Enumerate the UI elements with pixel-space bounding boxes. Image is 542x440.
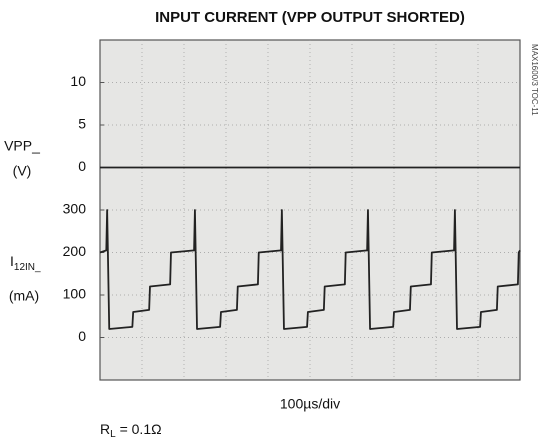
y2-axis-unit: (mA) — [9, 288, 39, 304]
y2-tick-label: 0 — [78, 328, 86, 344]
y-tick-label: 0 — [78, 158, 86, 174]
y-axis-label: VPP_ — [4, 138, 40, 154]
trace — [99, 209, 521, 330]
x-axis-label: 100µs/div — [280, 396, 340, 412]
figure-note: MAX1600/3 TOC-11 — [530, 44, 539, 116]
y2-tick-label: 100 — [63, 286, 87, 302]
y2-label-sub: 12IN_ — [14, 262, 41, 273]
y2-tick-label: 200 — [63, 243, 87, 259]
y-axis-unit: (V) — [13, 163, 32, 179]
condition: RL = 0.1Ω — [100, 421, 162, 440]
y2-tick-label: 300 — [63, 201, 87, 217]
condition-sub: L — [110, 429, 116, 440]
y2-axis-label: I12IN_ — [10, 253, 41, 273]
condition-rest: = 0.1Ω — [116, 421, 162, 437]
y-tick-label: 10 — [70, 73, 86, 89]
chart-title: INPUT CURRENT (VPP OUTPUT SHORTED) — [155, 9, 465, 26]
condition-main: R — [100, 421, 110, 437]
y-tick-label: 5 — [78, 116, 86, 132]
y2-label-main: I — [10, 253, 14, 269]
